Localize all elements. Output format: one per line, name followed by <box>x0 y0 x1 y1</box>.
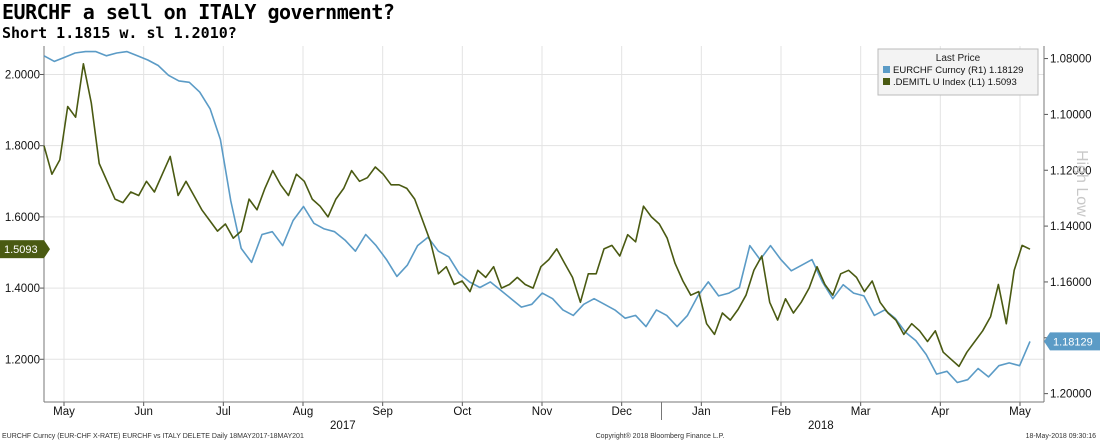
x-tick-label: Feb <box>771 406 791 418</box>
x-tick-label: Jan <box>692 406 711 418</box>
legend-title: Last Price <box>936 53 981 64</box>
left-last-badge <box>0 240 44 259</box>
y-right-tick-label: 1.12000 <box>1050 165 1092 177</box>
x-tick-label: Apr <box>931 406 949 418</box>
y-left-tick-label: 1.4000 <box>5 283 40 295</box>
series-lines <box>43 50 1031 384</box>
y-right-tick-label: 1.20000 <box>1050 389 1092 401</box>
x-tick-label: Mar <box>851 406 871 418</box>
x-tick-label: Oct <box>453 406 472 418</box>
high-low-label: High Low <box>1073 150 1090 217</box>
legend-swatch-0 <box>883 66 890 73</box>
series-line-0 <box>43 50 1031 384</box>
x-tick-label: May <box>53 406 75 418</box>
x-tick-label: Jul <box>216 406 231 418</box>
tick-labels: May Jun Jul Aug Sep Oct Nov Dec Jan Feb Mar Apr May 2… <box>5 54 1092 432</box>
x-tick-label: Nov <box>532 406 553 418</box>
year-label-2018: 2018 <box>808 420 834 432</box>
x-tick-label: May <box>1009 406 1031 418</box>
y-left-tick-label: 1.6000 <box>5 212 40 224</box>
y-right-tick-label: 1.16000 <box>1050 277 1092 289</box>
y-left-tick-label: 1.2000 <box>5 354 40 366</box>
last-price-badges: 1.5093 1.18129 <box>0 240 1100 351</box>
axes <box>40 46 1048 420</box>
grid-lines <box>44 46 1044 402</box>
legend-entry-0: EURCHF Curncy (R1) 1.18129 <box>893 65 1023 76</box>
x-tick-label: Aug <box>293 406 313 418</box>
y-right-tick-label: 1.08000 <box>1050 54 1092 66</box>
footer: EURCHF Curncy (EUR-CHF X-RATE) EURCHF vs… <box>2 432 1096 440</box>
x-tick-label: Dec <box>611 406 632 418</box>
footer-left: EURCHF Curncy (EUR-CHF X-RATE) EURCHF vs… <box>2 433 304 440</box>
footer-center: Copyright® 2018 Bloomberg Finance L.P. <box>596 432 725 440</box>
right-last-badge <box>1050 332 1100 351</box>
right-badge-arrow <box>1044 332 1050 351</box>
year-label-2017: 2017 <box>330 420 356 432</box>
legend-swatch-1 <box>883 78 890 85</box>
right-last-value: 1.18129 <box>1053 336 1093 348</box>
y-left-tick-label: 2.0000 <box>5 69 40 81</box>
plot-area <box>44 46 1044 402</box>
y-right-tick-label: 1.10000 <box>1050 109 1092 121</box>
x-tick-label: Sep <box>372 406 392 418</box>
x-tick-label: Jun <box>134 406 153 418</box>
chart-subtitle: Short 1.1815 w. sl 1.2010? <box>2 24 237 42</box>
footer-right: 18-May-2018 09:30:16 <box>1026 433 1097 440</box>
series-line-1 <box>43 62 1031 368</box>
legend-entry-1: .DEMITL U Index (L1) 1.5093 <box>893 77 1017 88</box>
chart-title: EURCHF a sell on ITALY government? <box>2 0 395 24</box>
left-last-value: 1.5093 <box>4 244 38 256</box>
left-badge-arrow <box>44 240 50 259</box>
y-right-tick-label: 1.14000 <box>1050 221 1092 233</box>
y-left-tick-label: 1.8000 <box>5 141 40 153</box>
legend-box <box>877 48 1039 96</box>
